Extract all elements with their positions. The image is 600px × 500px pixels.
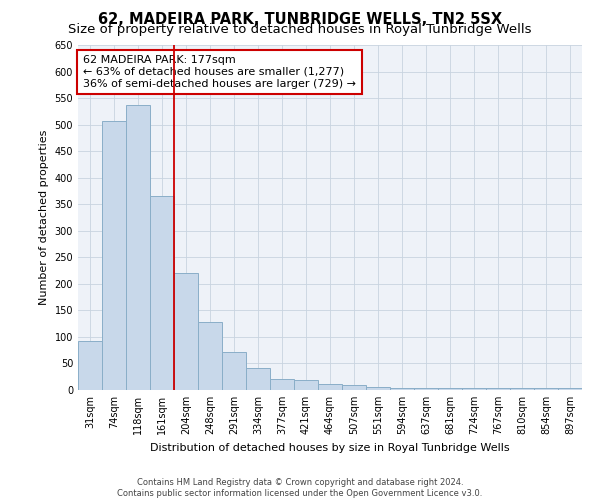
Bar [78, 340, 102, 390]
Bar [366, 387, 390, 390]
Bar [318, 384, 342, 390]
Text: Contains HM Land Registry data © Crown copyright and database right 2024.
Contai: Contains HM Land Registry data © Crown c… [118, 478, 482, 498]
Bar [198, 322, 222, 390]
Bar [126, 105, 150, 390]
Bar [414, 388, 438, 390]
Bar [390, 388, 414, 390]
Bar [534, 388, 558, 390]
Bar [270, 380, 294, 390]
Text: 62, MADEIRA PARK, TUNBRIDGE WELLS, TN2 5SX: 62, MADEIRA PARK, TUNBRIDGE WELLS, TN2 5… [98, 12, 502, 28]
Bar [342, 384, 366, 390]
Text: 62 MADEIRA PARK: 177sqm
← 63% of detached houses are smaller (1,277)
36% of semi: 62 MADEIRA PARK: 177sqm ← 63% of detache… [83, 56, 356, 88]
Bar [102, 121, 126, 390]
Text: Size of property relative to detached houses in Royal Tunbridge Wells: Size of property relative to detached ho… [68, 22, 532, 36]
Bar [150, 196, 174, 390]
Bar [558, 388, 582, 390]
X-axis label: Distribution of detached houses by size in Royal Tunbridge Wells: Distribution of detached houses by size … [150, 442, 510, 452]
Y-axis label: Number of detached properties: Number of detached properties [39, 130, 49, 305]
Bar [438, 388, 462, 390]
Bar [462, 388, 486, 390]
Bar [246, 368, 270, 390]
Bar [294, 380, 318, 390]
Bar [486, 388, 510, 390]
Bar [174, 273, 198, 390]
Bar [510, 388, 534, 390]
Bar [222, 352, 246, 390]
